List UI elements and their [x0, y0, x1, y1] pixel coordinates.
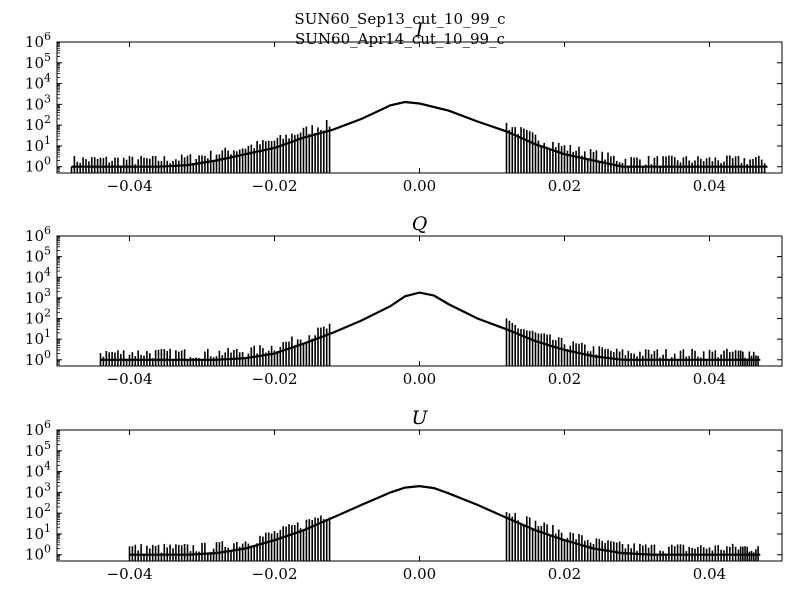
y-tick-label: 101	[25, 134, 51, 155]
x-tick-label: 0.02	[548, 177, 581, 195]
panel-title: U	[411, 407, 428, 429]
x-tick-label: −0.02	[252, 177, 298, 195]
axes-frame	[56, 235, 783, 367]
y-tick-label: 101	[25, 522, 51, 543]
y-tick-label: 100	[25, 348, 51, 369]
x-tick-label: −0.04	[107, 177, 153, 195]
x-tick-label: −0.02	[252, 370, 298, 388]
figure-title-line-2: SUN60_Apr14_cut_10_99_c	[295, 30, 505, 48]
y-tick-label: 106	[25, 30, 51, 51]
x-tick-label: −0.02	[252, 565, 298, 583]
y-tick-label: 105	[25, 245, 51, 266]
y-tick-label: 103	[25, 92, 51, 113]
figure-title-line-1: SUN60_Sep13_cut_10_99_c	[294, 10, 506, 28]
y-tick-label: 102	[25, 501, 51, 522]
axes-frame	[56, 41, 783, 174]
y-tick-label: 105	[25, 51, 51, 72]
y-tick-label: 103	[25, 480, 51, 501]
x-tick-label: 0.04	[693, 177, 726, 195]
y-tick-label: 104	[25, 460, 51, 481]
x-tick-label: −0.04	[107, 565, 153, 583]
x-tick-label: 0.02	[548, 370, 581, 388]
x-tick-label: 0.00	[403, 565, 436, 583]
panel-title: Q	[412, 213, 428, 235]
axes-frame	[56, 429, 783, 562]
x-tick-label: −0.04	[107, 370, 153, 388]
x-tick-label: 0.04	[693, 370, 726, 388]
y-tick-label: 105	[25, 439, 51, 460]
y-tick-label: 106	[25, 224, 51, 245]
y-tick-label: 101	[25, 327, 51, 348]
x-tick-label: 0.02	[548, 565, 581, 583]
series-line	[129, 484, 761, 556]
y-tick-label: 102	[25, 113, 51, 134]
y-tick-label: 104	[25, 72, 51, 93]
y-tick-label: 103	[25, 286, 51, 307]
y-tick-label: 104	[25, 265, 51, 286]
panel-title: I	[415, 19, 424, 41]
series-line	[71, 100, 768, 168]
x-tick-label: 0.00	[403, 177, 436, 195]
y-tick-label: 102	[25, 307, 51, 328]
y-tick-label: 100	[25, 543, 51, 564]
x-tick-label: 0.00	[403, 370, 436, 388]
y-tick-label: 100	[25, 155, 51, 176]
y-tick-label: 106	[25, 418, 51, 439]
series-line	[100, 291, 761, 361]
x-tick-label: 0.04	[693, 565, 726, 583]
